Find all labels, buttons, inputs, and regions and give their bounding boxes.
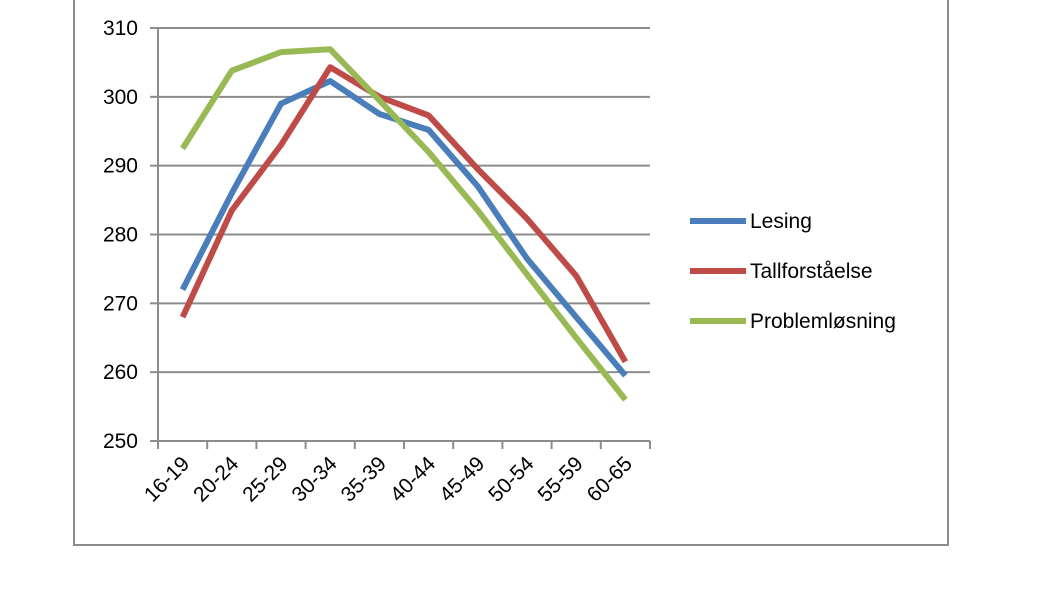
- series-lines: [179, 46, 629, 402]
- series-line-problemløsning: [180, 46, 628, 402]
- legend-label: Lesing: [750, 210, 812, 233]
- y-tick-label: 310: [103, 17, 138, 40]
- x-tick-label: 60-65: [583, 452, 637, 506]
- x-tick-label: 25-29: [238, 452, 292, 506]
- x-tick-label: 20-24: [189, 452, 243, 506]
- chart-frame: [73, 0, 949, 546]
- y-tick-label: 270: [103, 292, 138, 315]
- x-tick-label: 50-54: [484, 452, 538, 506]
- x-tick-label: 16-19: [140, 452, 194, 506]
- legend: Lesing Tallforståelse Problemløsning: [690, 210, 896, 333]
- y-tick-label: 250: [103, 430, 138, 453]
- y-tick-label: 280: [103, 224, 138, 247]
- y-axis-tick-labels: 250 260 270 280 290 300 310: [103, 17, 138, 453]
- x-tick-label: 40-44: [386, 452, 440, 506]
- x-tick-label: 35-39: [337, 452, 391, 506]
- x-tick-label: 30-34: [287, 452, 341, 506]
- x-axis-tick-labels: 16-1920-2425-2930-3435-3940-4445-4950-54…: [140, 452, 637, 506]
- legend-label: Tallforståelse: [750, 260, 873, 283]
- series-line-tallforståelse: [179, 64, 629, 364]
- y-tick-label: 290: [103, 155, 138, 178]
- y-tick-label: 300: [103, 86, 138, 109]
- x-tick-label: 55-59: [533, 452, 587, 506]
- x-tick-label: 45-49: [435, 452, 489, 506]
- axes: [150, 27, 651, 449]
- y-tick-label: 260: [103, 361, 138, 384]
- legend-label: Problemløsning: [750, 310, 896, 333]
- gridlines: [158, 27, 650, 374]
